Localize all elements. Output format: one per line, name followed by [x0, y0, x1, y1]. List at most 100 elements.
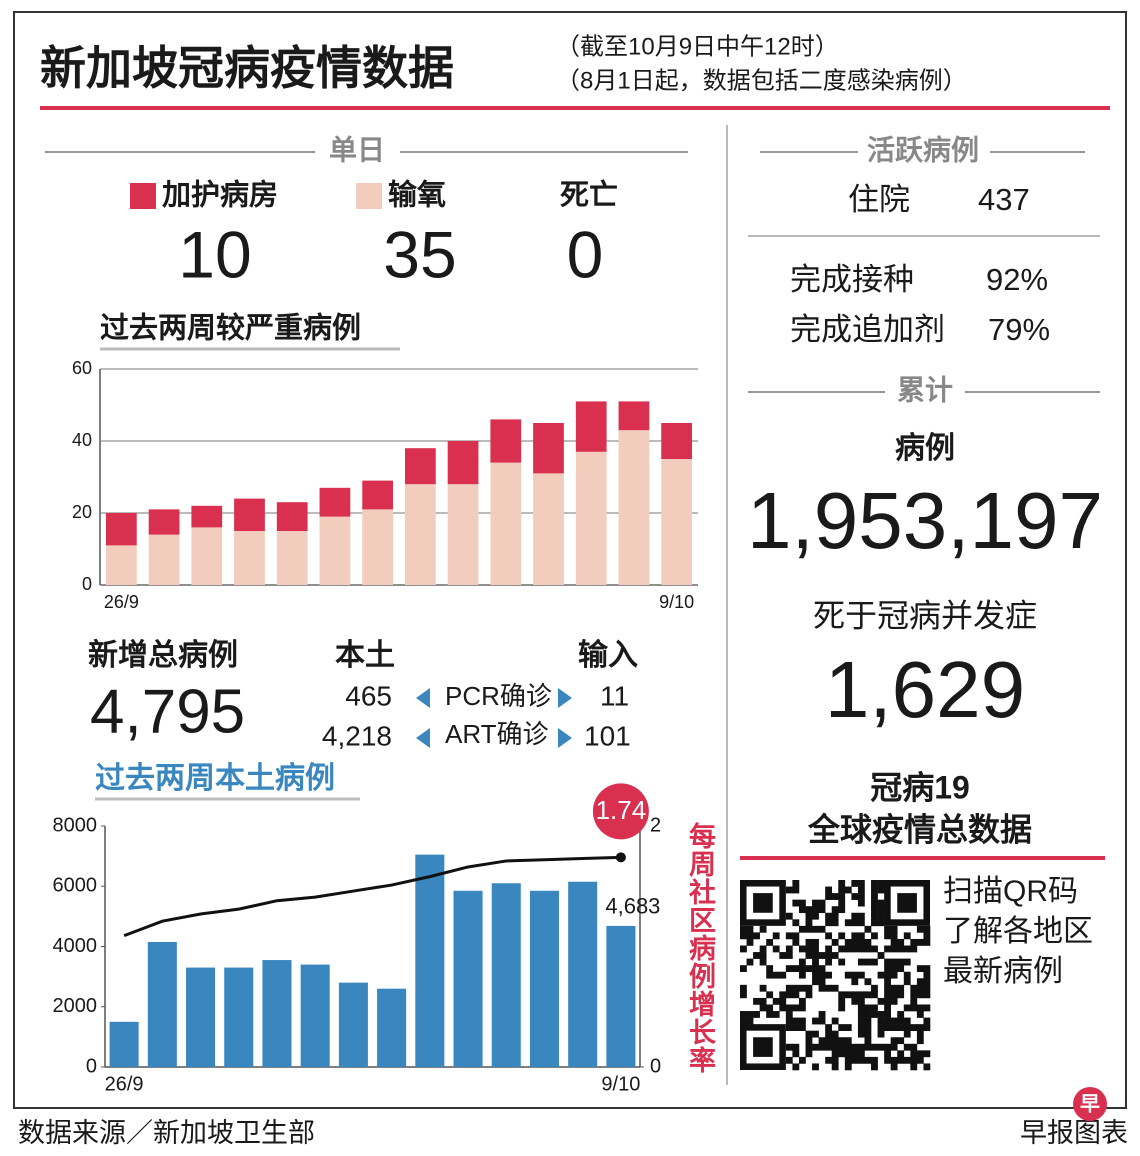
qr-module — [864, 1024, 872, 1031]
qr-module — [785, 952, 793, 959]
legend-swatch — [130, 183, 156, 209]
qr-module — [792, 1050, 800, 1058]
qr-module — [812, 1043, 819, 1051]
title: 新加坡冠病疫情数据 — [40, 42, 454, 94]
qr-module — [903, 1017, 911, 1025]
qr-module — [890, 971, 898, 979]
qr-module — [923, 978, 931, 986]
qr-module — [838, 893, 846, 900]
qr-module — [785, 1017, 793, 1025]
bar — [319, 516, 351, 585]
qr-module — [785, 991, 793, 999]
bar — [186, 967, 216, 1067]
qr-module — [805, 1050, 813, 1058]
qr-module — [864, 978, 872, 986]
qr-module — [798, 958, 806, 966]
qr-module — [864, 945, 872, 953]
qr-module — [805, 906, 813, 914]
qr-module — [831, 1030, 839, 1038]
qr-module — [785, 1024, 793, 1031]
qr-module — [766, 1004, 774, 1012]
x-tick-label: 26/9 — [104, 592, 139, 612]
qr-module — [785, 945, 793, 953]
data-label: 4,683 — [605, 894, 660, 919]
qr-module — [890, 932, 898, 940]
section-heading: 单日 — [329, 134, 385, 165]
qr-module — [831, 952, 839, 959]
qr-module — [812, 1063, 819, 1071]
qr-module — [779, 971, 787, 979]
qr-module — [753, 997, 760, 1005]
qr-module — [746, 1017, 754, 1025]
y2-tick-label: 2 — [650, 814, 661, 836]
qr-module — [838, 1043, 846, 1051]
qr-module — [818, 1043, 826, 1051]
qr-module — [871, 893, 878, 900]
qr-module — [910, 997, 918, 1005]
qr-module — [753, 932, 760, 940]
qr-module — [779, 991, 787, 999]
qr-module — [766, 1011, 774, 1018]
qr-finder — [740, 1024, 786, 1071]
credit: 早报图表 — [1020, 1118, 1128, 1148]
qr-module — [825, 984, 833, 992]
y-tick-label: 0 — [82, 574, 92, 594]
qr-module — [851, 932, 859, 940]
qr-module — [884, 932, 891, 940]
qr-module — [766, 965, 774, 973]
qr-module — [864, 958, 872, 966]
qr-module — [877, 1030, 885, 1038]
qr-module — [890, 1056, 898, 1064]
qr-module — [779, 952, 787, 959]
qr-module — [746, 1011, 754, 1018]
qr-module — [818, 971, 826, 979]
qr-module — [897, 945, 905, 953]
qr-module — [740, 1011, 747, 1018]
qr-module — [903, 1004, 911, 1012]
bar — [362, 480, 394, 510]
qr-module — [857, 1050, 865, 1058]
qr-module — [897, 965, 905, 973]
qr-code[interactable] — [740, 880, 931, 1071]
qr-module — [910, 1024, 918, 1031]
qr-module — [884, 1017, 891, 1025]
qr-module — [772, 1011, 780, 1018]
qr-module — [805, 1030, 813, 1038]
qr-module — [792, 984, 800, 992]
qr-module — [798, 984, 806, 992]
qr-module — [910, 1063, 918, 1071]
qr-module — [740, 932, 747, 940]
qr-module — [825, 886, 833, 894]
qr-module — [857, 880, 865, 887]
qr-module — [851, 938, 859, 946]
y-tick-label: 20 — [72, 502, 92, 522]
qr-module — [805, 912, 813, 920]
qr-module — [923, 991, 931, 999]
qr-module — [871, 1056, 878, 1064]
qr-finder — [897, 893, 917, 913]
qr-module — [884, 1056, 891, 1064]
qr-module — [857, 991, 865, 999]
qr-module — [857, 886, 865, 894]
qr-module — [812, 925, 819, 933]
qr-module — [910, 1050, 918, 1058]
qr-module — [753, 952, 760, 959]
qr-module — [903, 978, 911, 986]
qr-module — [897, 938, 905, 946]
qr-module — [785, 1004, 793, 1012]
qr-module — [792, 938, 800, 946]
qr-module — [871, 1043, 878, 1051]
qr-module — [798, 997, 806, 1005]
x-tick-label: 9/10 — [659, 592, 694, 612]
section-heading: 活跃病例 — [867, 134, 979, 165]
qr-module — [884, 965, 891, 973]
qr-module — [825, 958, 833, 966]
qr-module — [890, 1024, 898, 1031]
qr-module — [877, 880, 885, 887]
qr-module — [838, 899, 846, 907]
qr-module — [831, 1037, 839, 1045]
qr-module — [812, 978, 819, 986]
qr-module — [746, 938, 754, 946]
arrow — [416, 728, 430, 748]
